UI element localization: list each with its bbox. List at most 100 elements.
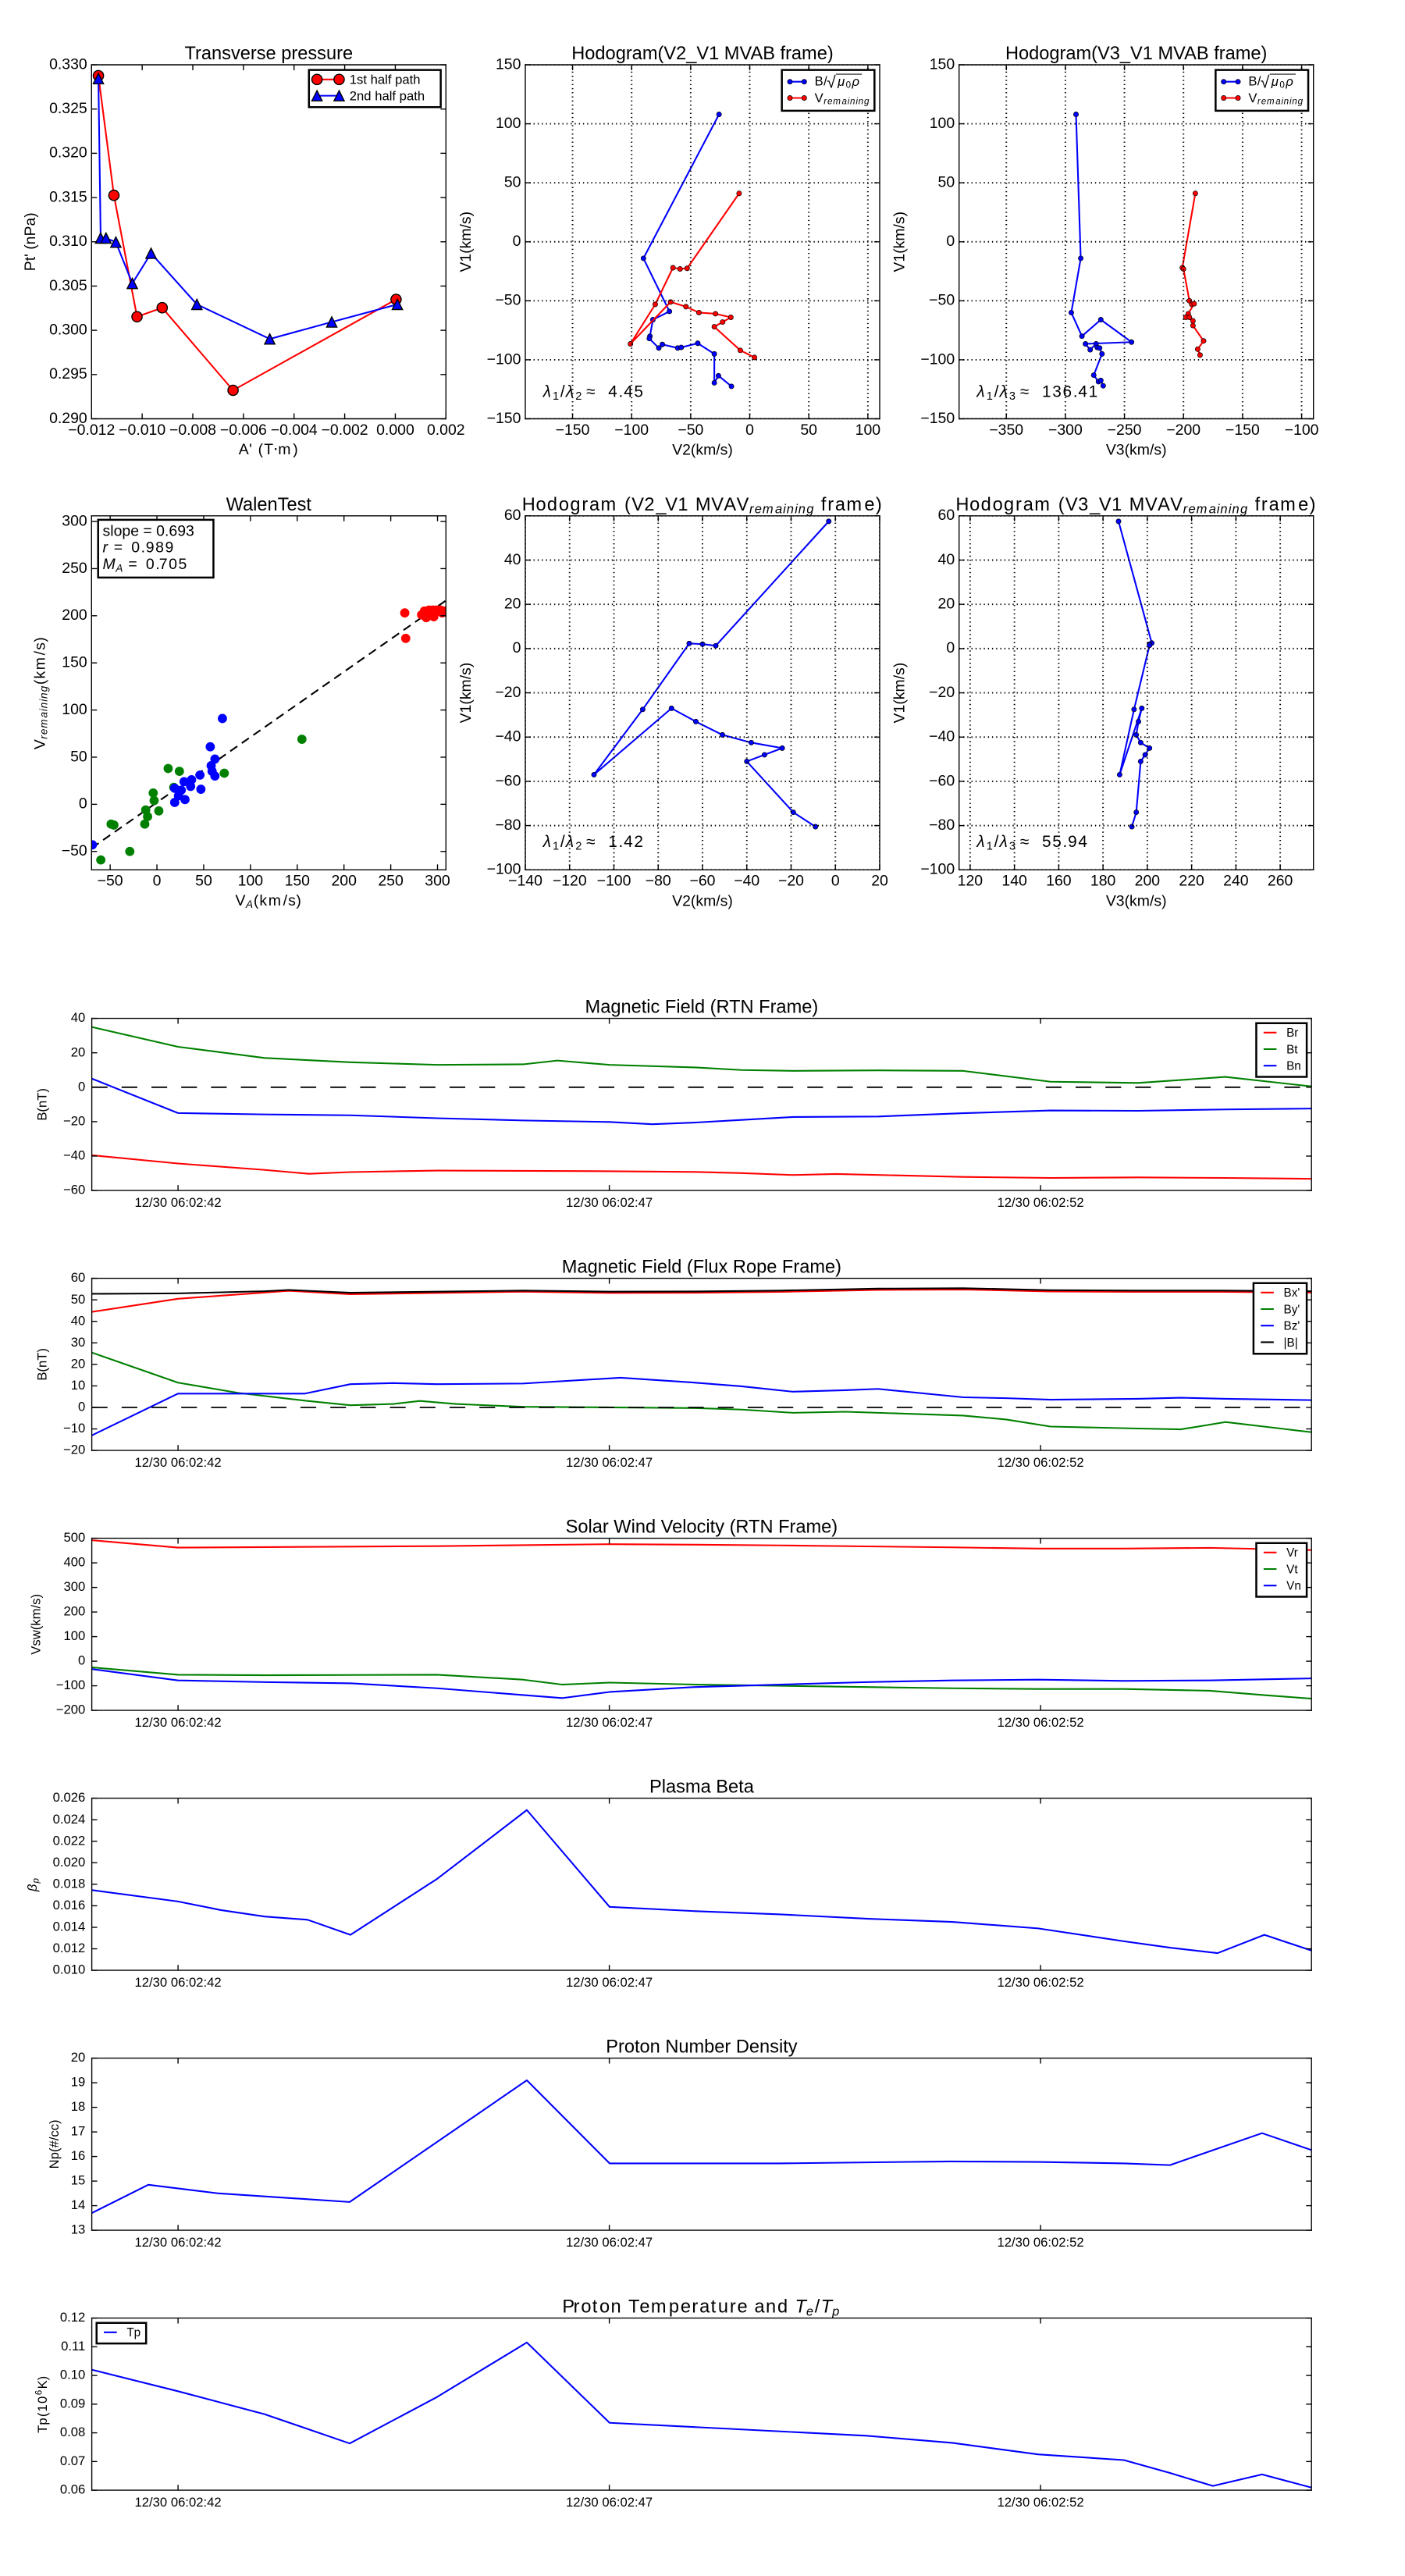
svg-text:50: 50 — [71, 1292, 86, 1307]
svg-text:14: 14 — [71, 2197, 86, 2212]
svg-text:60: 60 — [938, 507, 955, 524]
svg-text:12/30 06:02:52: 12/30 06:02:52 — [998, 1455, 1084, 1470]
svg-text:0.022: 0.022 — [53, 1833, 86, 1848]
svg-text:12/30 06:02:47: 12/30 06:02:47 — [566, 2495, 653, 2510]
svg-text:V r e m: V r e m a i n i n g — [815, 87, 870, 109]
svg-text:0: 0 — [78, 1079, 85, 1094]
svg-text:V1(km/s): V1(km/s) — [891, 212, 909, 272]
svg-text:12/30 06:02:52: 12/30 06:02:52 — [998, 2495, 1084, 2510]
svg-text:20: 20 — [71, 1356, 86, 1371]
svg-text:−120: −120 — [553, 873, 587, 890]
svg-text:Magnetic Field (RTN Frame): Magnetic Field (RTN Frame) — [585, 998, 819, 1018]
svg-text:12/30 06:02:42: 12/30 06:02:42 — [135, 2235, 222, 2250]
svg-text:100: 100 — [855, 422, 881, 439]
svg-text:Hodogram(V3_V1 MVAB frame): Hodogram(V3_V1 MVAB frame) — [1005, 44, 1267, 64]
svg-text:−200: −200 — [1166, 422, 1200, 439]
svg-text:0.014: 0.014 — [53, 1920, 86, 1934]
svg-text:−20: −20 — [63, 1113, 85, 1128]
svg-text:12/30 06:02:47: 12/30 06:02:47 — [566, 1975, 653, 1990]
svg-text:50: 50 — [504, 174, 521, 191]
svg-text:V1(km/s): V1(km/s) — [457, 212, 475, 272]
svg-text:−40: −40 — [495, 728, 521, 745]
svg-text:Bn: Bn — [1286, 1060, 1301, 1073]
svg-text:100: 100 — [930, 115, 955, 132]
svg-text:0.06: 0.06 — [60, 2482, 85, 2497]
svg-text:100: 100 — [62, 701, 87, 718]
svg-text:0.020: 0.020 — [53, 1855, 86, 1870]
svg-text:200: 200 — [1135, 873, 1161, 890]
svg-text:B(nT): B(nT) — [35, 1088, 50, 1121]
svg-text:Vsw(km/s): Vsw(km/s) — [29, 1594, 44, 1655]
svg-text:0: 0 — [78, 1400, 85, 1414]
svg-text:−80: −80 — [495, 817, 521, 834]
svg-text:−80: −80 — [929, 817, 955, 834]
svg-text:100: 100 — [238, 873, 264, 890]
svg-text:−150: −150 — [920, 410, 955, 427]
svg-text:140: 140 — [1001, 873, 1027, 890]
svg-text:V1(km/s): V1(km/s) — [891, 663, 909, 724]
svg-text:150: 150 — [285, 873, 311, 890]
svg-text:−60: −60 — [929, 772, 955, 789]
svg-text:−150: −150 — [556, 422, 590, 439]
svg-text:λ λ 1 3: λ λ 1 3 / ≈ 1 3 6 . 4 1 — [976, 381, 1097, 403]
svg-text:12/30 06:02:52: 12/30 06:02:52 — [998, 1195, 1084, 1210]
svg-text:0: 0 — [513, 233, 521, 250]
svg-text:250: 250 — [62, 560, 87, 577]
svg-text:12/30 06:02:47: 12/30 06:02:47 — [566, 1195, 653, 1210]
svg-text:T p ( 1: T p ( 1 0 K ) 6 — [31, 2371, 51, 2433]
svg-text:0.000: 0.000 — [376, 422, 414, 439]
svg-text:12/30 06:02:42: 12/30 06:02:42 — [135, 1195, 222, 1210]
svg-text:P r o t: P r o t o n T e m p e r a t u r e a n d … — [562, 2297, 839, 2320]
svg-text:−100: −100 — [56, 1678, 86, 1692]
svg-text:0.010: 0.010 — [53, 1962, 86, 1977]
svg-text:12/30 06:02:52: 12/30 06:02:52 — [998, 1975, 1084, 1990]
svg-text:15: 15 — [71, 2173, 86, 2188]
svg-text:−20: −20 — [63, 1443, 85, 1457]
svg-text:−80: −80 — [646, 873, 671, 890]
svg-text:−0.002: −0.002 — [322, 422, 368, 439]
svg-text:Np(#/cc): Np(#/cc) — [47, 2119, 62, 2169]
svg-text:0.09: 0.09 — [60, 2396, 85, 2411]
svg-text:12/30 06:02:42: 12/30 06:02:42 — [135, 1455, 222, 1470]
svg-text:−200: −200 — [56, 1703, 86, 1717]
svg-text:0.07: 0.07 — [60, 2453, 85, 2468]
svg-text:12/30 06:02:47: 12/30 06:02:47 — [566, 2235, 653, 2250]
svg-text:−150: −150 — [487, 410, 521, 427]
svg-text:−250: −250 — [1108, 422, 1142, 439]
svg-text:0.310: 0.310 — [49, 233, 87, 250]
svg-text:−10: −10 — [63, 1421, 85, 1436]
svg-text:150: 150 — [496, 55, 521, 73]
svg-text:−0.008: −0.008 — [169, 422, 216, 439]
svg-text:By': By' — [1284, 1303, 1300, 1316]
svg-text:M A =: M A = 0 . 7 0 5 — [103, 553, 187, 575]
svg-text:12/30 06:02:52: 12/30 06:02:52 — [998, 1715, 1084, 1730]
svg-text:60: 60 — [504, 507, 521, 524]
svg-text:0.300: 0.300 — [49, 321, 87, 338]
svg-text:13: 13 — [71, 2222, 86, 2237]
svg-text:−100: −100 — [597, 873, 631, 890]
svg-text:0: 0 — [745, 422, 754, 439]
svg-text:0: 0 — [78, 1653, 85, 1668]
svg-text:12/30 06:02:52: 12/30 06:02:52 — [998, 2235, 1084, 2250]
svg-text:0.012: 0.012 — [53, 1941, 86, 1955]
svg-text:0.026: 0.026 — [53, 1790, 86, 1805]
svg-text:−100: −100 — [487, 350, 521, 368]
svg-text:−100: −100 — [920, 350, 955, 368]
svg-text:Bz': Bz' — [1284, 1320, 1300, 1333]
svg-text:H o d o: H o d o g r a m ( V 3 _ V 1 M V A V f r … — [955, 495, 1320, 518]
svg-text:50: 50 — [800, 422, 817, 439]
svg-text:0.10: 0.10 — [60, 2368, 85, 2382]
svg-text:12/30 06:02:42: 12/30 06:02:42 — [135, 2495, 222, 2510]
svg-text:−0.006: −0.006 — [220, 422, 267, 439]
svg-text:Bx': Bx' — [1284, 1286, 1300, 1300]
svg-text:30: 30 — [71, 1335, 86, 1350]
svg-text:β p: β p — [21, 1877, 41, 1892]
svg-text:19: 19 — [71, 2075, 86, 2090]
svg-text:250: 250 — [378, 873, 404, 890]
svg-text:40: 40 — [71, 1010, 86, 1025]
svg-text:20: 20 — [71, 2050, 86, 2065]
svg-text:17: 17 — [71, 2124, 86, 2139]
svg-text:20: 20 — [871, 873, 888, 890]
svg-text:Proton Number Density: Proton Number Density — [606, 2037, 798, 2058]
svg-text:0.305: 0.305 — [49, 277, 87, 294]
